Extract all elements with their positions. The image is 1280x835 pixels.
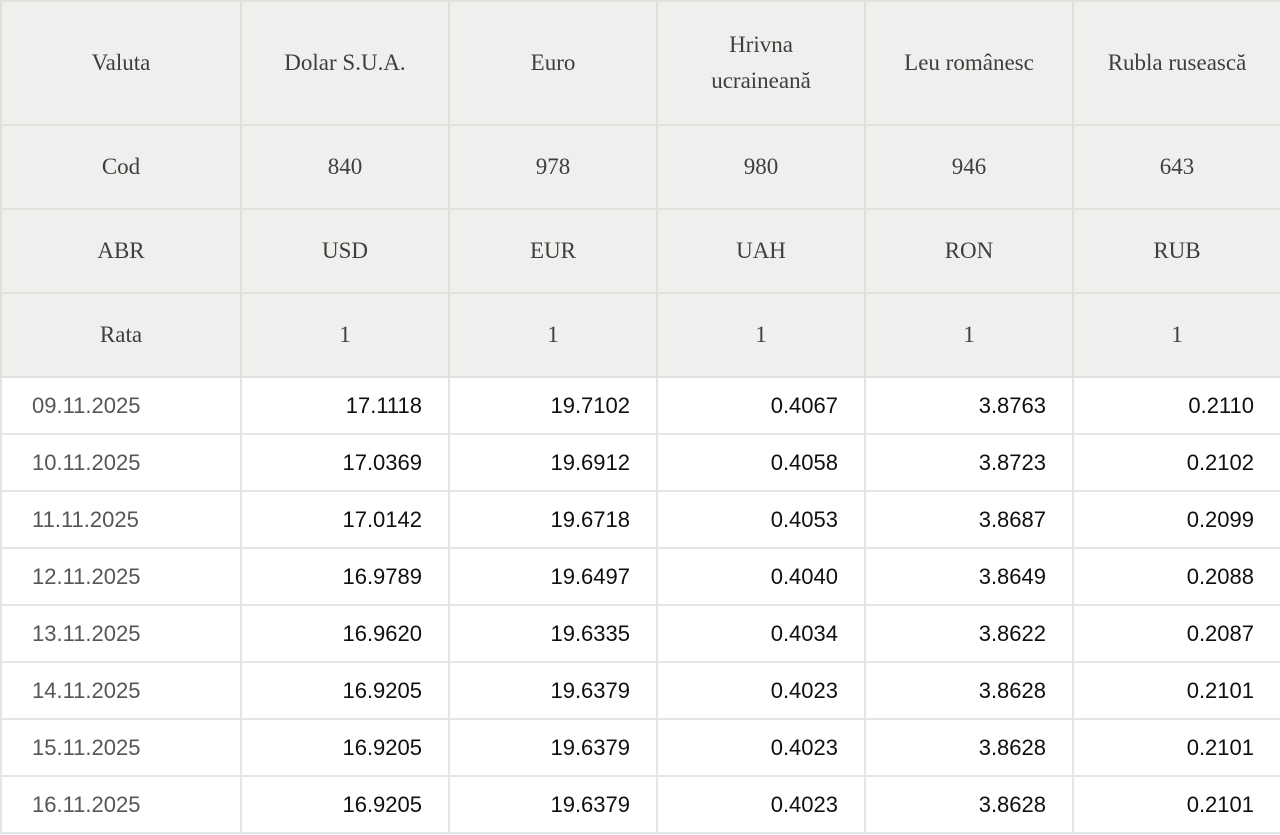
date-cell: 13.11.2025	[0, 604, 242, 663]
rate-value-eur: 19.6912	[448, 433, 658, 492]
rate-value-uah: 0.4067	[656, 376, 866, 435]
rate-value-uah: 0.4023	[656, 661, 866, 720]
rate-row-12-11-2025: 12.11.2025 16.9789 19.6497 0.4040 3.8649 0.20…	[0, 547, 1280, 606]
date-cell: 10.11.2025	[0, 433, 242, 492]
rate-value-usd: 16.9620	[240, 604, 450, 663]
cod-value-eur: 978	[448, 124, 658, 210]
rate-value-usd: 17.0142	[240, 490, 450, 549]
rate-row-10-11-2025: 10.11.2025 17.0369 19.6912 0.4058 3.8723 0.21…	[0, 433, 1280, 492]
rate-value-usd: 17.0369	[240, 433, 450, 492]
abr-row: ABR USD EUR UAH RON RUB	[0, 208, 1280, 294]
row-label-cod: Cod	[0, 124, 242, 210]
rate-value-rub: 0.2101	[1072, 661, 1280, 720]
header-corner-label: Valuta	[0, 0, 242, 126]
rate-value-eur: 19.7102	[448, 376, 658, 435]
currency-header-rub: Rubla rusească	[1072, 0, 1280, 126]
abr-value-ron: RON	[864, 208, 1074, 294]
rate-value-ron: 3.8628	[864, 718, 1074, 777]
row-label-rata: Rata	[0, 292, 242, 378]
rate-value-uah: 0.4058	[656, 433, 866, 492]
rate-value-eur: 19.6379	[448, 718, 658, 777]
rate-value-ron: 3.8723	[864, 433, 1074, 492]
date-cell: 15.11.2025	[0, 718, 242, 777]
rate-value-eur: 19.6379	[448, 661, 658, 720]
rata-value-ron: 1	[864, 292, 1074, 378]
rate-value-usd: 16.9789	[240, 547, 450, 606]
rate-value-uah: 0.4034	[656, 604, 866, 663]
abr-value-usd: USD	[240, 208, 450, 294]
rate-value-ron: 3.8628	[864, 775, 1074, 834]
rata-value-eur: 1	[448, 292, 658, 378]
rate-value-uah: 0.4023	[656, 775, 866, 834]
rate-row-14-11-2025: 14.11.2025 16.9205 19.6379 0.4023 3.8628 0.21…	[0, 661, 1280, 720]
date-cell: 16.11.2025	[0, 775, 242, 834]
currency-header-uah: Hrivna ucraineană	[656, 0, 866, 126]
rate-value-ron: 3.8628	[864, 661, 1074, 720]
rate-value-usd: 16.9205	[240, 775, 450, 834]
rate-value-rub: 0.2101	[1072, 775, 1280, 834]
rate-value-rub: 0.2101	[1072, 718, 1280, 777]
currency-header-eur: Euro	[448, 0, 658, 126]
rate-value-ron: 3.8687	[864, 490, 1074, 549]
cod-value-rub: 643	[1072, 124, 1280, 210]
currency-header-row: Valuta Dolar S.U.A. Euro Hrivna ucraineană L…	[0, 0, 1280, 126]
date-cell: 09.11.2025	[0, 376, 242, 435]
date-cell: 14.11.2025	[0, 661, 242, 720]
rate-row-15-11-2025: 15.11.2025 16.9205 19.6379 0.4023 3.8628 0.21…	[0, 718, 1280, 777]
rate-value-eur: 19.6379	[448, 775, 658, 834]
rate-value-rub: 0.2110	[1072, 376, 1280, 435]
rate-row-16-11-2025: 16.11.2025 16.9205 19.6379 0.4023 3.8628 0.21…	[0, 775, 1280, 834]
row-label-abr: ABR	[0, 208, 242, 294]
rate-value-rub: 0.2088	[1072, 547, 1280, 606]
rate-value-ron: 3.8649	[864, 547, 1074, 606]
rate-value-eur: 19.6718	[448, 490, 658, 549]
rate-value-eur: 19.6335	[448, 604, 658, 663]
rate-value-rub: 0.2087	[1072, 604, 1280, 663]
rate-value-usd: 16.9205	[240, 661, 450, 720]
rata-value-usd: 1	[240, 292, 450, 378]
rate-value-uah: 0.4040	[656, 547, 866, 606]
rate-value-uah: 0.4023	[656, 718, 866, 777]
rate-value-rub: 0.2102	[1072, 433, 1280, 492]
cod-value-ron: 946	[864, 124, 1074, 210]
date-cell: 12.11.2025	[0, 547, 242, 606]
rata-value-rub: 1	[1072, 292, 1280, 378]
rate-value-rub: 0.2099	[1072, 490, 1280, 549]
cod-row: Cod 840 978 980 946 643	[0, 124, 1280, 210]
rate-value-ron: 3.8622	[864, 604, 1074, 663]
rata-value-uah: 1	[656, 292, 866, 378]
rate-value-uah: 0.4053	[656, 490, 866, 549]
currency-header-ron: Leu românesc	[864, 0, 1074, 126]
abr-value-rub: RUB	[1072, 208, 1280, 294]
rate-value-usd: 16.9205	[240, 718, 450, 777]
currency-header-usd: Dolar S.U.A.	[240, 0, 450, 126]
rate-row-11-11-2025: 11.11.2025 17.0142 19.6718 0.4053 3.8687 0.20…	[0, 490, 1280, 549]
date-cell: 11.11.2025	[0, 490, 242, 549]
rate-row-09-11-2025: 09.11.2025 17.1118 19.7102 0.4067 3.8763 0.21…	[0, 376, 1280, 435]
rate-value-eur: 19.6497	[448, 547, 658, 606]
cod-value-uah: 980	[656, 124, 866, 210]
abr-value-eur: EUR	[448, 208, 658, 294]
abr-value-uah: UAH	[656, 208, 866, 294]
rate-value-ron: 3.8763	[864, 376, 1074, 435]
rate-row-13-11-2025: 13.11.2025 16.9620 19.6335 0.4034 3.8622 0.20…	[0, 604, 1280, 663]
rata-row: Rata 1 1 1 1 1	[0, 292, 1280, 378]
rate-value-usd: 17.1118	[240, 376, 450, 435]
cod-value-usd: 840	[240, 124, 450, 210]
